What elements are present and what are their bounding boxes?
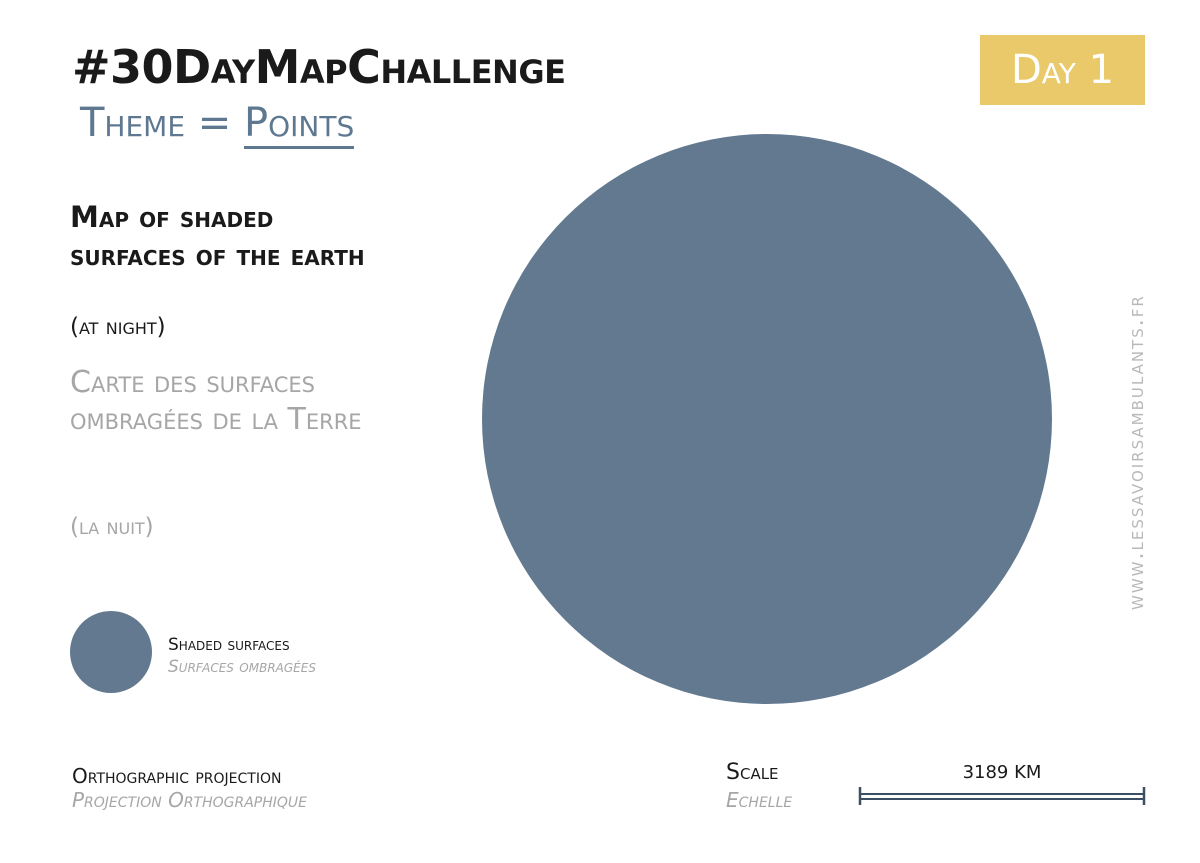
scale-value: 3189 KM	[962, 762, 1042, 783]
legend-label-en: Shaded surfaces	[168, 635, 290, 655]
challenge-title: #30DayMapChallenge	[72, 40, 566, 94]
scale-bar	[858, 787, 1146, 805]
earth-night-side-disk	[482, 134, 1052, 704]
theme-line: Theme = Points	[80, 100, 355, 149]
legend-label-fr: Surfaces ombragées	[168, 657, 316, 677]
projection-label-fr: Projection Orthographique	[72, 788, 308, 812]
website-credit: www.lessavoirsambulants.fr	[1124, 294, 1149, 610]
theme-value: Points	[243, 102, 355, 149]
day-badge: Day 1	[980, 35, 1145, 105]
projection-label-en: Orthographic projection	[72, 764, 282, 788]
scale-label-fr: Echelle	[726, 788, 793, 812]
theme-label: Theme =	[80, 100, 244, 146]
map-subtitle-fr: (la nuit)	[70, 514, 154, 540]
scale-label-en: Scale	[726, 760, 779, 785]
map-subtitle-en: (at night)	[70, 314, 166, 340]
legend-swatch	[70, 611, 152, 693]
map-title-fr: Carte des surfaces ombragées de la Terre	[70, 365, 362, 437]
map-title-en: Map of shaded surfaces of the earth	[70, 200, 365, 272]
